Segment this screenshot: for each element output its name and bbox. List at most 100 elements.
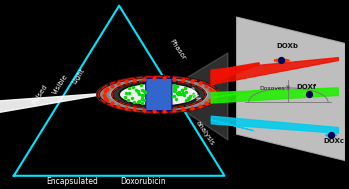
Point [178,93,184,96]
Polygon shape [0,94,98,115]
Text: Encapsulated: Encapsulated [46,177,98,186]
Point [142,91,148,94]
Point [171,86,177,89]
Point [203,84,209,87]
FancyBboxPatch shape [146,78,172,111]
Point [174,91,180,94]
Point [184,99,189,102]
Text: Pulsed: Pulsed [31,83,49,106]
Point [126,91,132,94]
Polygon shape [211,70,240,84]
Point [101,93,106,96]
Point [174,84,180,87]
Point [197,104,202,107]
Point [185,98,190,101]
Text: Phasor: Phasor [169,39,187,62]
Polygon shape [159,53,228,140]
Ellipse shape [98,77,219,112]
Point [139,97,144,100]
Point [130,85,136,88]
Point [161,77,167,80]
Point [172,90,177,93]
Point [129,97,135,100]
Point [135,90,141,93]
Point [125,99,131,102]
Point [132,78,137,81]
Point [141,109,147,112]
Point [203,102,209,105]
Point [136,93,142,96]
Point [151,109,157,112]
Point [174,97,179,100]
Point [279,59,284,62]
Point [208,87,213,90]
Point [141,77,147,80]
Point [135,90,141,93]
Text: DOXb: DOXb [276,43,298,49]
Point [135,100,141,103]
Point [211,93,217,96]
Point [172,86,178,89]
Text: Doxoves®: Doxoves® [260,86,291,91]
Point [210,90,216,93]
Point [126,87,132,90]
Point [141,99,147,102]
Ellipse shape [112,81,206,108]
Point [122,95,127,98]
Polygon shape [211,116,339,133]
Point [210,96,216,99]
Point [171,95,177,98]
Point [171,94,176,97]
Point [171,109,177,112]
Point [190,106,195,109]
Point [179,89,185,92]
Point [115,82,121,85]
Point [183,90,189,93]
Point [328,134,334,137]
Point [191,95,197,98]
Point [180,89,185,92]
Point [188,95,193,98]
Text: FLIM: FLIM [186,86,200,103]
Text: Light: Light [72,67,86,84]
Point [140,102,145,105]
Point [109,102,115,105]
Point [102,90,107,93]
Text: Doxorubicin: Doxorubicin [120,177,166,186]
Point [306,92,312,95]
Point [183,87,188,90]
Ellipse shape [119,83,199,106]
Point [123,80,128,83]
Point [176,90,181,93]
Point [183,87,188,90]
Point [181,78,186,81]
Point [138,84,143,87]
Point [136,100,142,103]
Point [123,106,128,109]
Point [131,100,137,103]
Point [171,77,177,80]
Point [139,95,144,98]
Point [180,93,185,96]
Point [161,109,167,112]
Point [180,92,186,95]
Point [115,104,121,107]
Point [132,108,137,111]
Polygon shape [211,63,259,84]
Ellipse shape [110,80,208,109]
Point [141,90,147,93]
Point [105,99,110,102]
Point [190,80,195,83]
Polygon shape [211,88,339,103]
Point [141,94,146,97]
Ellipse shape [97,76,221,113]
Point [181,93,186,96]
Point [186,96,191,99]
Point [139,93,144,96]
Point [181,108,186,111]
Polygon shape [237,17,345,161]
Point [186,96,192,99]
Point [172,88,177,91]
Point [124,92,129,95]
Point [172,84,177,87]
